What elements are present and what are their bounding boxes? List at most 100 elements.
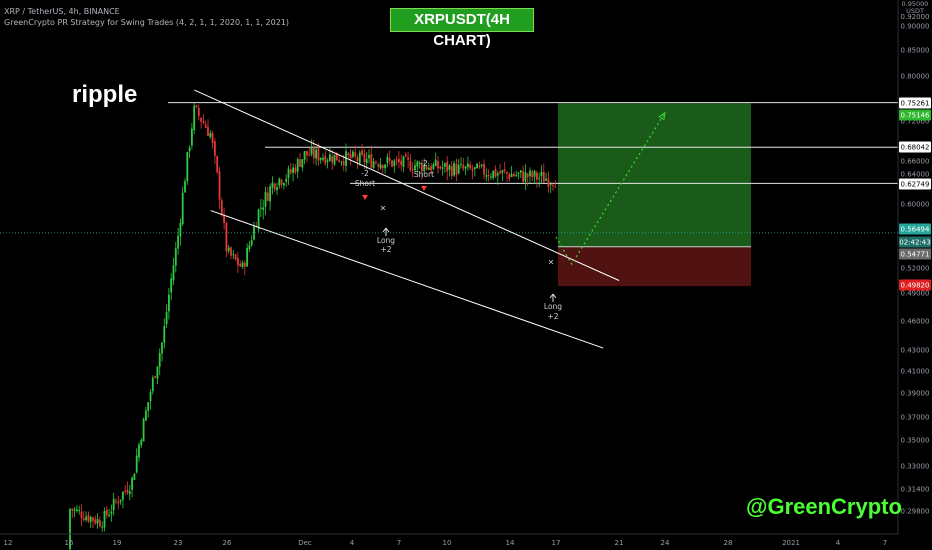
candle-body <box>312 147 315 159</box>
price-tick-label: 0.43000 <box>901 347 930 355</box>
candle-body <box>170 278 173 293</box>
candle-body <box>467 163 469 168</box>
candle-body <box>473 167 476 170</box>
time-tick-label: 26 <box>223 539 232 547</box>
candles <box>69 102 557 550</box>
candle-body <box>531 171 534 178</box>
candle-body <box>315 149 317 159</box>
candle-body <box>471 168 474 171</box>
candle-body <box>225 222 228 252</box>
price-tick-label: 0.60000 <box>901 201 930 209</box>
candle-body <box>181 192 184 225</box>
time-tick-label: 21 <box>615 539 624 547</box>
candle-body <box>76 509 78 511</box>
candle-body <box>80 511 83 519</box>
time-tick-label: 4 <box>836 539 841 547</box>
candle-body <box>414 165 416 171</box>
signal-long-text: Long <box>377 236 395 245</box>
candle-body <box>469 164 472 169</box>
time-tick-label: 14 <box>506 539 515 547</box>
channel-upper-line[interactable] <box>194 89 620 281</box>
candle-body <box>124 490 127 492</box>
candle-body <box>122 491 124 500</box>
candle-body <box>257 209 260 230</box>
price-label-level <box>899 141 931 153</box>
candle-body <box>188 147 191 152</box>
signal-long-text: Long <box>544 302 562 311</box>
price-tick-label: 0.39000 <box>901 390 930 398</box>
candle-body <box>276 187 278 191</box>
candle-body <box>483 164 485 175</box>
candle-body <box>112 498 115 511</box>
candle-body <box>437 161 439 169</box>
time-tick-label: 23 <box>174 539 183 547</box>
short-arrow-icon <box>362 195 368 200</box>
time-tick-label: 19 <box>113 539 122 547</box>
candle-body <box>536 172 538 180</box>
candle-body <box>485 175 488 177</box>
candle-body <box>165 312 168 325</box>
candle-body <box>96 519 99 524</box>
candle-body <box>499 171 501 174</box>
candle-body <box>73 509 76 511</box>
price-tick-label: 0.95000 <box>902 0 929 8</box>
candle-body <box>168 294 170 312</box>
price-axis-bg <box>898 0 932 550</box>
projection-line <box>555 112 666 266</box>
candle-body <box>280 179 283 185</box>
candle-body <box>105 509 108 516</box>
candle-body <box>434 159 437 166</box>
candle-body <box>496 173 499 176</box>
candle-body <box>358 152 361 163</box>
candle-body <box>243 262 246 267</box>
price-tick-label: 0.31400 <box>901 486 930 494</box>
candle-body <box>450 166 453 176</box>
candle-body <box>234 254 237 260</box>
candle-body <box>147 402 150 411</box>
channel-lower-line[interactable] <box>210 210 604 349</box>
axis-currency-label: USDT <box>906 7 924 15</box>
price-tick-label: 0.35000 <box>901 437 930 445</box>
time-tick-label: 7 <box>883 539 887 547</box>
position-zones <box>558 103 751 287</box>
candle-body <box>214 141 216 156</box>
projection-path <box>555 111 666 266</box>
candle-body <box>554 186 557 188</box>
candle-body <box>423 164 426 172</box>
price-label-level <box>899 97 931 109</box>
candle-body <box>285 178 288 182</box>
candle-body <box>342 161 345 166</box>
candle-body <box>377 164 380 167</box>
candle-body <box>494 168 497 177</box>
candle-body <box>338 160 340 162</box>
candle-body <box>191 128 193 146</box>
candle-body <box>154 376 156 378</box>
candle-body <box>490 176 492 178</box>
price-tick-label: 0.72000 <box>901 118 930 126</box>
price-tick-label: 0.46000 <box>901 318 930 326</box>
candle-body <box>227 247 230 252</box>
time-tick-label: Dec <box>298 539 312 547</box>
candle-body <box>329 154 331 161</box>
horizontal-levels <box>0 102 898 234</box>
candle-body <box>347 153 350 156</box>
candle-body <box>99 520 101 527</box>
candle-body <box>202 121 205 124</box>
candle-body <box>510 174 513 178</box>
candle-body <box>138 444 140 458</box>
time-tick-label: 4 <box>350 539 355 547</box>
candle-body <box>368 155 370 159</box>
strategy-line: GreenCrypto PR Strategy for Swing Trades… <box>4 18 290 27</box>
candle-body <box>218 171 221 200</box>
candle-body <box>349 154 352 159</box>
price-label-text: 02:42:43 <box>899 239 930 247</box>
candle-body <box>547 178 550 187</box>
time-axis[interactable]: 12 16 19 23 26 Dec 4 7 10 14 17 21 24 28 2021 4 7 <box>0 533 898 547</box>
candle-body <box>356 157 359 161</box>
candle-body <box>145 410 147 421</box>
candle-body <box>133 473 136 480</box>
candle-body <box>156 366 159 379</box>
candle-body <box>515 175 518 177</box>
